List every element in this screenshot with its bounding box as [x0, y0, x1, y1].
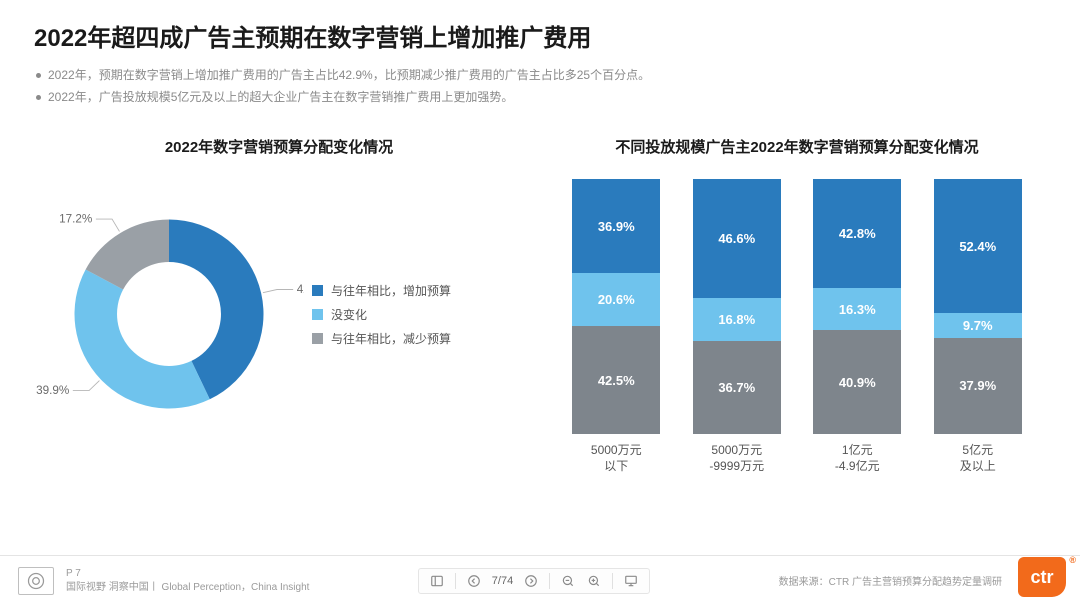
present-icon[interactable] [623, 573, 639, 589]
legend-label: 没变化 [331, 306, 367, 323]
bullet-item: 2022年，预期在数字营销上增加推广费用的广告主占比42.9%，比预期减少推广费… [34, 65, 1046, 87]
bar-segment: 46.6% [693, 179, 781, 298]
bar-xlabel: 1亿元-4.9亿元 [813, 442, 901, 474]
donut-slice-label: 42.9% [297, 283, 304, 296]
donut-chart-panel: 2022年数字营销预算分配变化情况 42.9% 39.9% 17.2% 与往年相比，… [34, 136, 524, 474]
donut-slice-label: 39.9% [36, 384, 69, 397]
legend-swatch [312, 333, 323, 344]
ctr-logo: ctr ® [1018, 557, 1066, 597]
page-title: 2022年超四成广告主预期在数字营销上增加推广费用 [34, 18, 1046, 53]
zoom-in-icon[interactable] [586, 573, 602, 589]
zoom-out-icon[interactable] [560, 573, 576, 589]
bar-column: 36.7%16.8%46.6% [693, 179, 781, 434]
bar-xlabel: 5000万元以下 [572, 442, 660, 474]
bar-segment: 37.9% [934, 338, 1022, 435]
cert-badge-icon [18, 567, 54, 595]
logo-text: ctr [1030, 567, 1053, 588]
bar-column: 40.9%16.3%42.8% [813, 179, 901, 434]
bar-segment: 16.3% [813, 288, 901, 330]
donut-slice-label: 17.2% [59, 213, 92, 226]
sidebar-toggle-icon[interactable] [429, 573, 445, 589]
bullet-list: 2022年，预期在数字营销上增加推广费用的广告主占比42.9%，比预期减少推广费… [0, 61, 1080, 108]
bar-segment: 36.7% [693, 341, 781, 435]
stacked-title: 不同投放规模广告主2022年数字营销预算分配变化情况 [548, 136, 1046, 157]
bar-segment: 9.7% [934, 313, 1022, 338]
bullet-item: 2022年，广告投放规模5亿元及以上的超大企业广告主在数字营销推广费用上更加强势… [34, 87, 1046, 109]
bar-segment: 16.8% [693, 298, 781, 341]
bar-segment: 36.9% [572, 179, 660, 273]
footer: P 7 国际视野 洞察中国丨 Global Perception，China I… [0, 555, 1080, 605]
bar-segment: 40.9% [813, 330, 901, 434]
donut-chart: 42.9% 39.9% 17.2% [34, 179, 304, 449]
bar-xlabel: 5亿元及以上 [934, 442, 1022, 474]
legend-item: 没变化 [312, 306, 451, 323]
viewer-toolbar: 7/74 [418, 568, 650, 594]
bar-segment: 42.5% [572, 326, 660, 434]
bar-column: 42.5%20.6%36.9% [572, 179, 660, 434]
donut-slice [74, 270, 209, 409]
legend: 与往年相比，增加预算没变化与往年相比，减少预算 [304, 275, 451, 354]
prev-page-icon[interactable] [466, 573, 482, 589]
data-source: 数据来源：CTR 广告主营销预算分配趋势定量调研 [650, 573, 1062, 588]
stacked-bars: 42.5%20.6%36.9% 36.7%16.8%46.6% 40.9%16.3%… [548, 179, 1046, 434]
page-number: P 7 [66, 567, 418, 581]
legend-item: 与往年相比，增加预算 [312, 282, 451, 299]
legend-swatch [312, 309, 323, 320]
bar-segment: 20.6% [572, 273, 660, 326]
bar-column: 37.9%9.7%52.4% [934, 179, 1022, 434]
legend-label: 与往年相比，减少预算 [331, 330, 451, 347]
footer-tagline: 国际视野 洞察中国丨 Global Perception，China Insig… [66, 581, 418, 595]
legend-swatch [312, 285, 323, 296]
legend-label: 与往年相比，增加预算 [331, 282, 451, 299]
bar-segment: 52.4% [934, 179, 1022, 313]
bar-xlabel: 5000万元-9999万元 [693, 442, 781, 474]
registered-mark-icon: ® [1069, 555, 1076, 565]
legend-item: 与往年相比，减少预算 [312, 330, 451, 347]
stacked-bar-panel: 不同投放规模广告主2022年数字营销预算分配变化情况 42.5%20.6%36.… [548, 136, 1046, 474]
next-page-icon[interactable] [523, 573, 539, 589]
bar-segment: 42.8% [813, 179, 901, 288]
stacked-bars-xlabels: 5000万元以下 5000万元-9999万元 1亿元-4.9亿元 5亿元及以上 [548, 434, 1046, 474]
donut-title: 2022年数字营销预算分配变化情况 [34, 136, 524, 157]
page-indicator: 7/74 [492, 575, 513, 587]
